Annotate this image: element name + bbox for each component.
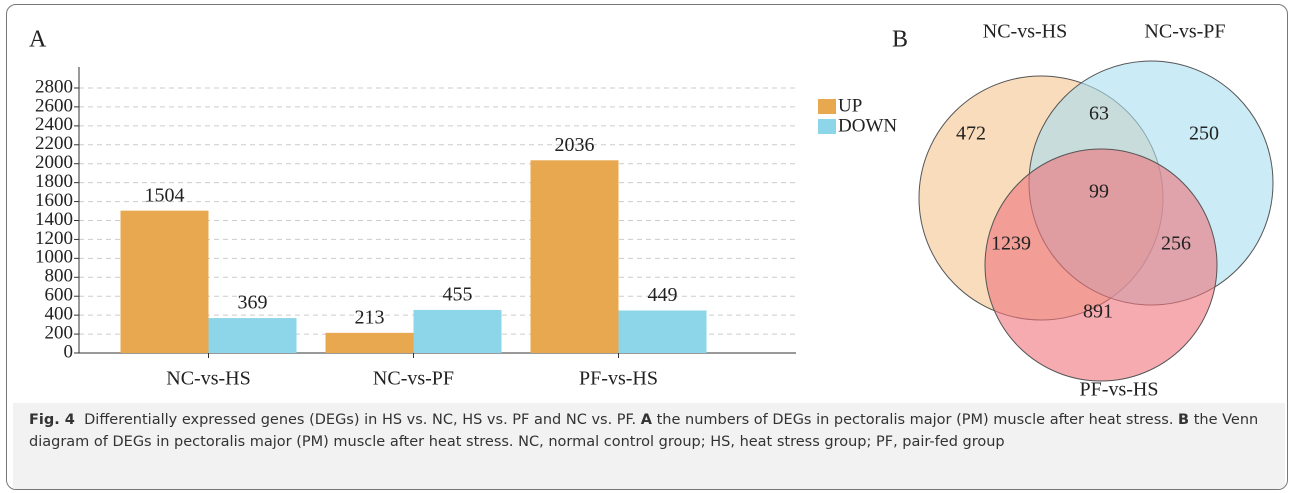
y-tick-label: 1400: [35, 209, 73, 230]
region-value: 250: [1189, 123, 1219, 145]
y-tick-label: 1000: [35, 247, 73, 268]
y-tick-label: 0: [64, 341, 74, 362]
legend-label: DOWN: [838, 115, 897, 136]
y-tick-label: 1600: [35, 190, 73, 211]
panel-label: B: [892, 27, 908, 53]
figure: A 0 200 400 600 800 1000 1200 1400 1600 1800 2000 22…: [6, 4, 1288, 490]
legend-swatch: [818, 99, 836, 114]
set-label: NC-vs-PF: [1144, 21, 1225, 43]
venn-set: [984, 148, 1218, 382]
legend-label: UP: [838, 95, 862, 116]
y-tick-label: 2000: [35, 152, 73, 173]
bar: [618, 310, 707, 353]
caption: Fig. 4 Differentially expressed genes (D…: [13, 403, 1285, 489]
y-tick-label: 2400: [35, 114, 73, 135]
y-tick-label: 2800: [35, 76, 73, 97]
bar: [325, 332, 414, 353]
caption-text: Differentially expressed genes (DEGs) in…: [84, 412, 637, 428]
bar-value-label: 449: [648, 284, 678, 306]
x-tick-label: NC-vs-HS: [166, 368, 250, 390]
y-tick-label: 2200: [35, 133, 73, 154]
bar: [530, 160, 619, 353]
bar: [120, 210, 209, 353]
y-tick-label: 400: [45, 304, 74, 325]
set-label: NC-vs-HS: [983, 21, 1067, 43]
bar-value-label: 2036: [555, 134, 595, 156]
y-tick-label: 2600: [35, 95, 73, 116]
panel-label: A: [29, 27, 47, 53]
legend-swatch: [818, 119, 836, 134]
bar-value-label: 455: [443, 284, 473, 306]
region-value: 891: [1083, 301, 1113, 323]
y-tick-label: 600: [45, 285, 74, 306]
chart: A 020040060080010001200140016001800200022…: [29, 21, 1274, 401]
y-tick-label: 800: [45, 266, 74, 287]
region-value: 472: [956, 123, 986, 145]
caption-text: the numbers of DEGs in pectoralis major …: [656, 412, 1174, 428]
region-value: 63: [1089, 103, 1109, 125]
bar-value-label: 369: [238, 292, 268, 314]
y-tick-label: 200: [45, 322, 74, 343]
bar: [413, 309, 502, 353]
bar-value-label: 1504: [145, 184, 185, 206]
y-tick-label: 1800: [35, 171, 73, 192]
figure-label: Fig. 4: [29, 412, 75, 428]
x-tick-label: PF-vs-HS: [579, 368, 658, 390]
set-label: PF-vs-HS: [1080, 379, 1159, 401]
y-tick-label: 1200: [35, 228, 73, 249]
region-value: 99: [1089, 181, 1109, 203]
region-value: 1239: [991, 233, 1031, 255]
caption-text: the Venn diagram of DEGs in pectoralis m…: [29, 412, 1259, 450]
x-tick-label: NC-vs-PF: [373, 368, 454, 390]
region-value: 256: [1161, 233, 1191, 255]
bar-value-label: 213: [355, 306, 385, 328]
bar: [208, 318, 297, 353]
panel-label: A: [640, 412, 653, 428]
panel-label: B: [1178, 412, 1190, 428]
